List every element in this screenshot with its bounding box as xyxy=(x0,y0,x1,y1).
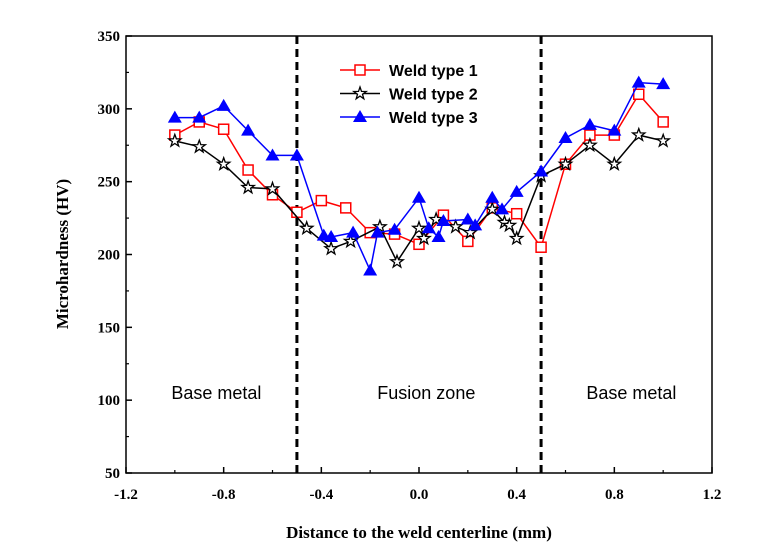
star-marker xyxy=(323,240,340,256)
star-marker xyxy=(557,155,574,171)
triangle-marker xyxy=(468,218,483,231)
x-tick-label: -0.8 xyxy=(212,487,236,503)
square-marker xyxy=(535,241,547,253)
star-marker xyxy=(630,126,647,142)
triangle-marker xyxy=(607,123,622,136)
star-marker xyxy=(410,219,428,236)
star-marker xyxy=(351,84,369,101)
y-tick-label: 250 xyxy=(98,175,121,191)
star-marker xyxy=(240,178,257,195)
triangle-marker xyxy=(431,230,446,243)
y-axis-label: Microhardness (HV) xyxy=(53,179,72,329)
star-marker xyxy=(342,232,359,249)
star-marker xyxy=(191,138,208,154)
square-marker xyxy=(633,88,645,101)
triangle-marker xyxy=(412,190,426,203)
x-tick-label: -1.2 xyxy=(114,487,138,503)
triangle-marker xyxy=(167,110,182,123)
star-marker xyxy=(484,200,501,217)
x-tick-label: -0.4 xyxy=(309,487,333,503)
triangle-marker xyxy=(353,110,367,122)
legend-label: Weld type 1 xyxy=(389,63,478,80)
triangle-marker xyxy=(558,130,573,143)
triangle-marker xyxy=(346,225,361,238)
y-tick-label: 150 xyxy=(98,320,121,336)
star-marker xyxy=(462,224,479,240)
triangle-marker xyxy=(656,77,671,90)
region-annotation: Fusion zone xyxy=(377,383,475,403)
star-marker xyxy=(428,210,445,227)
star-marker xyxy=(264,180,281,196)
triangle-marker xyxy=(192,110,207,123)
triangle-marker xyxy=(324,230,339,243)
x-tick-label: 0.8 xyxy=(605,487,624,503)
triangle-marker xyxy=(421,221,436,234)
star-marker xyxy=(508,230,525,246)
star-marker xyxy=(298,219,315,236)
y-tick-label: 100 xyxy=(98,393,121,409)
triangle-marker xyxy=(289,148,304,161)
star-marker xyxy=(606,155,623,172)
x-tick-label: 1.2 xyxy=(703,487,722,503)
square-marker xyxy=(354,64,366,76)
y-tick-label: 50 xyxy=(105,466,120,482)
triangle-marker xyxy=(363,263,378,276)
series-2 xyxy=(166,126,672,269)
triangle-marker xyxy=(370,225,385,238)
triangle-marker xyxy=(495,202,510,215)
region-annotation: Base metal xyxy=(171,383,261,403)
legend: Weld type 1 Weld type 2 Weld type 3 xyxy=(340,63,478,127)
star-marker xyxy=(447,218,464,234)
star-marker xyxy=(415,229,432,246)
region-annotation: Base metal xyxy=(586,383,676,403)
triangle-marker xyxy=(582,117,597,130)
square-marker xyxy=(510,207,523,220)
x-tick-label: 0.0 xyxy=(410,487,429,503)
square-marker xyxy=(340,202,352,214)
star-marker xyxy=(166,132,183,148)
triangle-marker xyxy=(241,123,256,136)
triangle-marker xyxy=(436,213,451,226)
triangle-marker xyxy=(387,222,402,235)
x-axis-label: Distance to the weld centerline (mm) xyxy=(286,523,552,542)
triangle-marker xyxy=(509,184,524,197)
star-marker xyxy=(581,136,598,153)
y-tick-label: 200 xyxy=(98,248,121,264)
star-marker xyxy=(371,218,388,234)
square-marker xyxy=(462,235,474,248)
y-tick-label: 350 xyxy=(98,29,121,45)
y-tick-label: 300 xyxy=(98,102,121,118)
triangle-marker xyxy=(265,148,280,161)
legend-label: Weld type 2 xyxy=(389,87,478,104)
square-marker xyxy=(242,164,254,176)
star-marker xyxy=(501,216,518,233)
x-tick-label: 0.4 xyxy=(507,487,526,503)
square-marker xyxy=(217,123,230,135)
triangle-marker xyxy=(631,75,646,88)
star-marker xyxy=(388,253,406,269)
star-marker xyxy=(655,132,672,148)
triangle-marker xyxy=(460,212,475,225)
star-marker xyxy=(215,155,232,172)
triangle-marker xyxy=(216,98,231,111)
square-marker xyxy=(315,194,328,207)
square-marker xyxy=(657,116,669,128)
series-3 xyxy=(167,75,671,276)
legend-label: Weld type 3 xyxy=(389,110,478,127)
triangle-marker xyxy=(534,164,549,177)
triangle-marker xyxy=(485,190,500,203)
square-marker xyxy=(413,238,425,251)
